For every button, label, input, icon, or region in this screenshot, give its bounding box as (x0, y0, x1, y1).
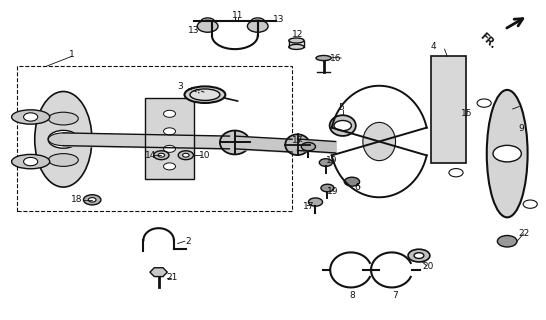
Text: 14: 14 (145, 151, 156, 160)
Ellipse shape (220, 131, 250, 155)
Text: 4: 4 (431, 42, 436, 52)
Ellipse shape (11, 110, 50, 124)
Ellipse shape (35, 92, 92, 187)
Ellipse shape (289, 44, 304, 50)
Text: 18: 18 (71, 195, 82, 204)
Ellipse shape (285, 134, 310, 155)
Ellipse shape (190, 89, 220, 100)
Text: 12: 12 (292, 30, 303, 39)
Text: 17: 17 (292, 136, 303, 145)
Ellipse shape (49, 112, 78, 125)
Text: 3: 3 (177, 82, 183, 91)
Text: 19: 19 (327, 188, 339, 196)
Circle shape (182, 153, 189, 157)
Ellipse shape (49, 133, 78, 146)
Text: 11: 11 (232, 11, 244, 20)
Circle shape (493, 145, 521, 162)
Text: 17: 17 (302, 202, 314, 211)
Circle shape (200, 18, 215, 26)
Circle shape (178, 151, 193, 160)
Circle shape (251, 18, 265, 26)
Text: 1: 1 (69, 50, 74, 59)
Text: 16: 16 (330, 53, 341, 62)
Circle shape (84, 195, 101, 205)
Circle shape (23, 157, 38, 166)
Circle shape (414, 253, 424, 259)
Circle shape (523, 200, 537, 208)
Text: 5: 5 (338, 103, 344, 112)
Circle shape (164, 110, 175, 117)
Ellipse shape (330, 115, 356, 136)
Circle shape (154, 151, 169, 160)
Text: 8: 8 (349, 291, 355, 300)
Text: 9: 9 (518, 124, 524, 132)
Circle shape (164, 145, 175, 152)
Circle shape (48, 130, 79, 148)
Text: 10: 10 (199, 151, 211, 160)
Polygon shape (145, 98, 194, 179)
Ellipse shape (49, 154, 78, 166)
Circle shape (334, 121, 352, 131)
Polygon shape (150, 268, 167, 276)
Circle shape (497, 236, 517, 247)
Text: 2: 2 (186, 237, 192, 246)
Text: FR.: FR. (477, 31, 497, 51)
Circle shape (308, 198, 323, 206)
Circle shape (247, 20, 268, 32)
Text: 13: 13 (188, 27, 200, 36)
Circle shape (408, 249, 430, 262)
Text: 21: 21 (167, 273, 178, 282)
Ellipse shape (487, 90, 527, 217)
Text: 7: 7 (393, 291, 399, 300)
Circle shape (301, 142, 316, 151)
Circle shape (164, 163, 175, 170)
Ellipse shape (363, 123, 395, 161)
Text: 15: 15 (461, 109, 472, 118)
Circle shape (345, 177, 360, 186)
Circle shape (164, 128, 175, 135)
Circle shape (88, 197, 96, 202)
Circle shape (449, 169, 463, 177)
Text: 19: 19 (326, 156, 337, 164)
Circle shape (158, 153, 165, 157)
Bar (17, 66, 292, 211)
Circle shape (477, 99, 491, 107)
Ellipse shape (289, 38, 304, 43)
Ellipse shape (185, 86, 225, 103)
Polygon shape (431, 56, 466, 163)
Text: 13: 13 (272, 15, 284, 24)
Ellipse shape (11, 155, 50, 169)
Circle shape (23, 113, 38, 121)
Circle shape (197, 20, 218, 32)
Text: 22: 22 (518, 229, 529, 238)
Circle shape (319, 159, 333, 166)
Text: 20: 20 (423, 262, 434, 271)
Text: 6: 6 (354, 183, 360, 192)
Circle shape (321, 184, 334, 192)
Ellipse shape (316, 55, 331, 60)
